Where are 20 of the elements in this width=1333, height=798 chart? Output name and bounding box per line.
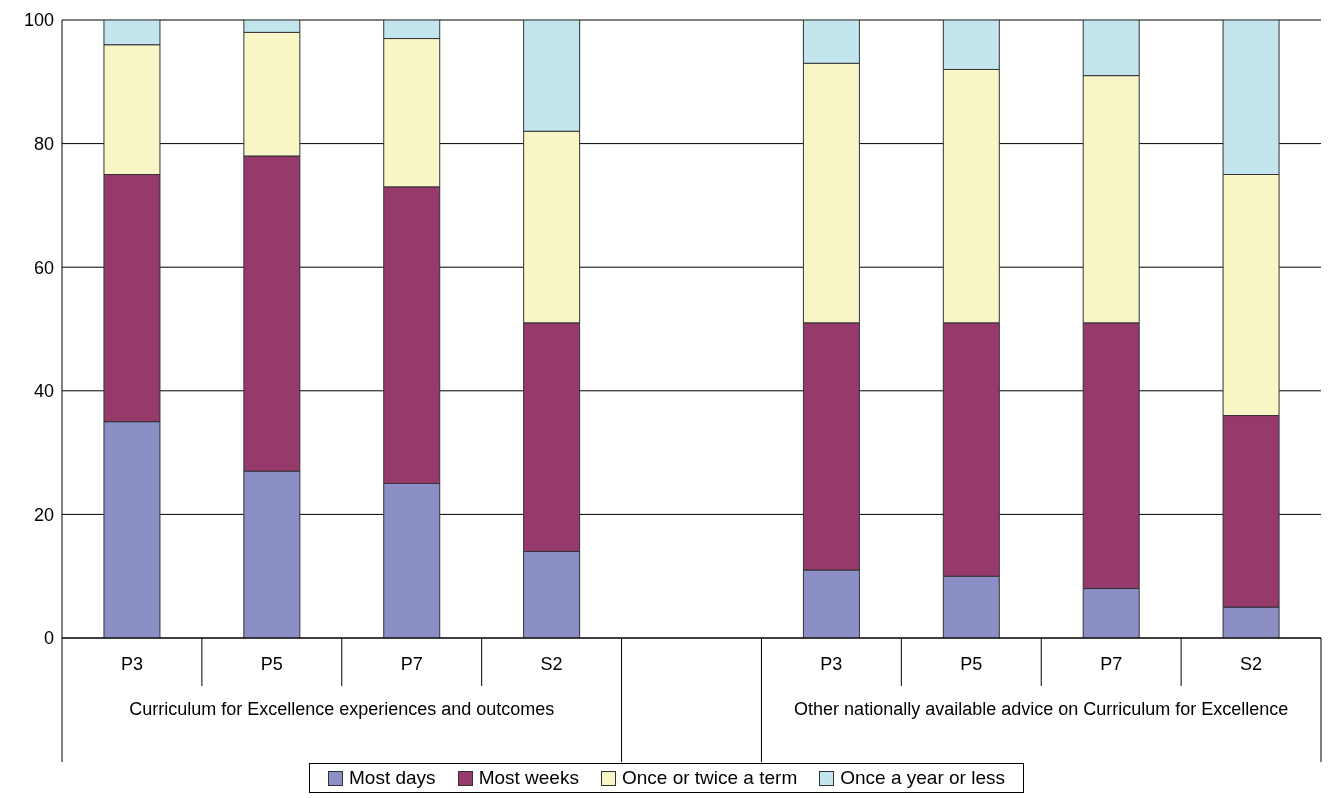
y-tick-label: 20: [33, 504, 54, 525]
x-tick-label: P3: [120, 654, 143, 674]
y-tick-label: 0: [43, 628, 54, 649]
y-tick-label: 60: [33, 257, 54, 278]
y-tick-label: 80: [33, 133, 54, 154]
legend-label: Once or twice a term: [620, 767, 798, 789]
legend-label: Most days: [348, 767, 436, 789]
text: Other nationally available advice on Curriculum for Excellence: [794, 698, 1289, 719]
y-tick-label: 100: [23, 10, 54, 31]
x-tick-label: S2: [540, 654, 563, 674]
y-tick-label: 40: [33, 381, 54, 402]
legend-label: Most weeks: [477, 767, 579, 789]
x-tick-label: P5: [960, 654, 983, 674]
legend-label: Once a year or less: [839, 767, 1005, 789]
x-tick-label: S2: [1240, 654, 1263, 674]
x-tick-label: P3: [820, 654, 843, 674]
text: Curriculum for Excellence experiences and outcomes: [129, 698, 555, 719]
x-tick-label: P7: [400, 654, 423, 674]
x-tick-label: P5: [260, 654, 283, 674]
x-tick-label: P7: [1100, 654, 1123, 674]
